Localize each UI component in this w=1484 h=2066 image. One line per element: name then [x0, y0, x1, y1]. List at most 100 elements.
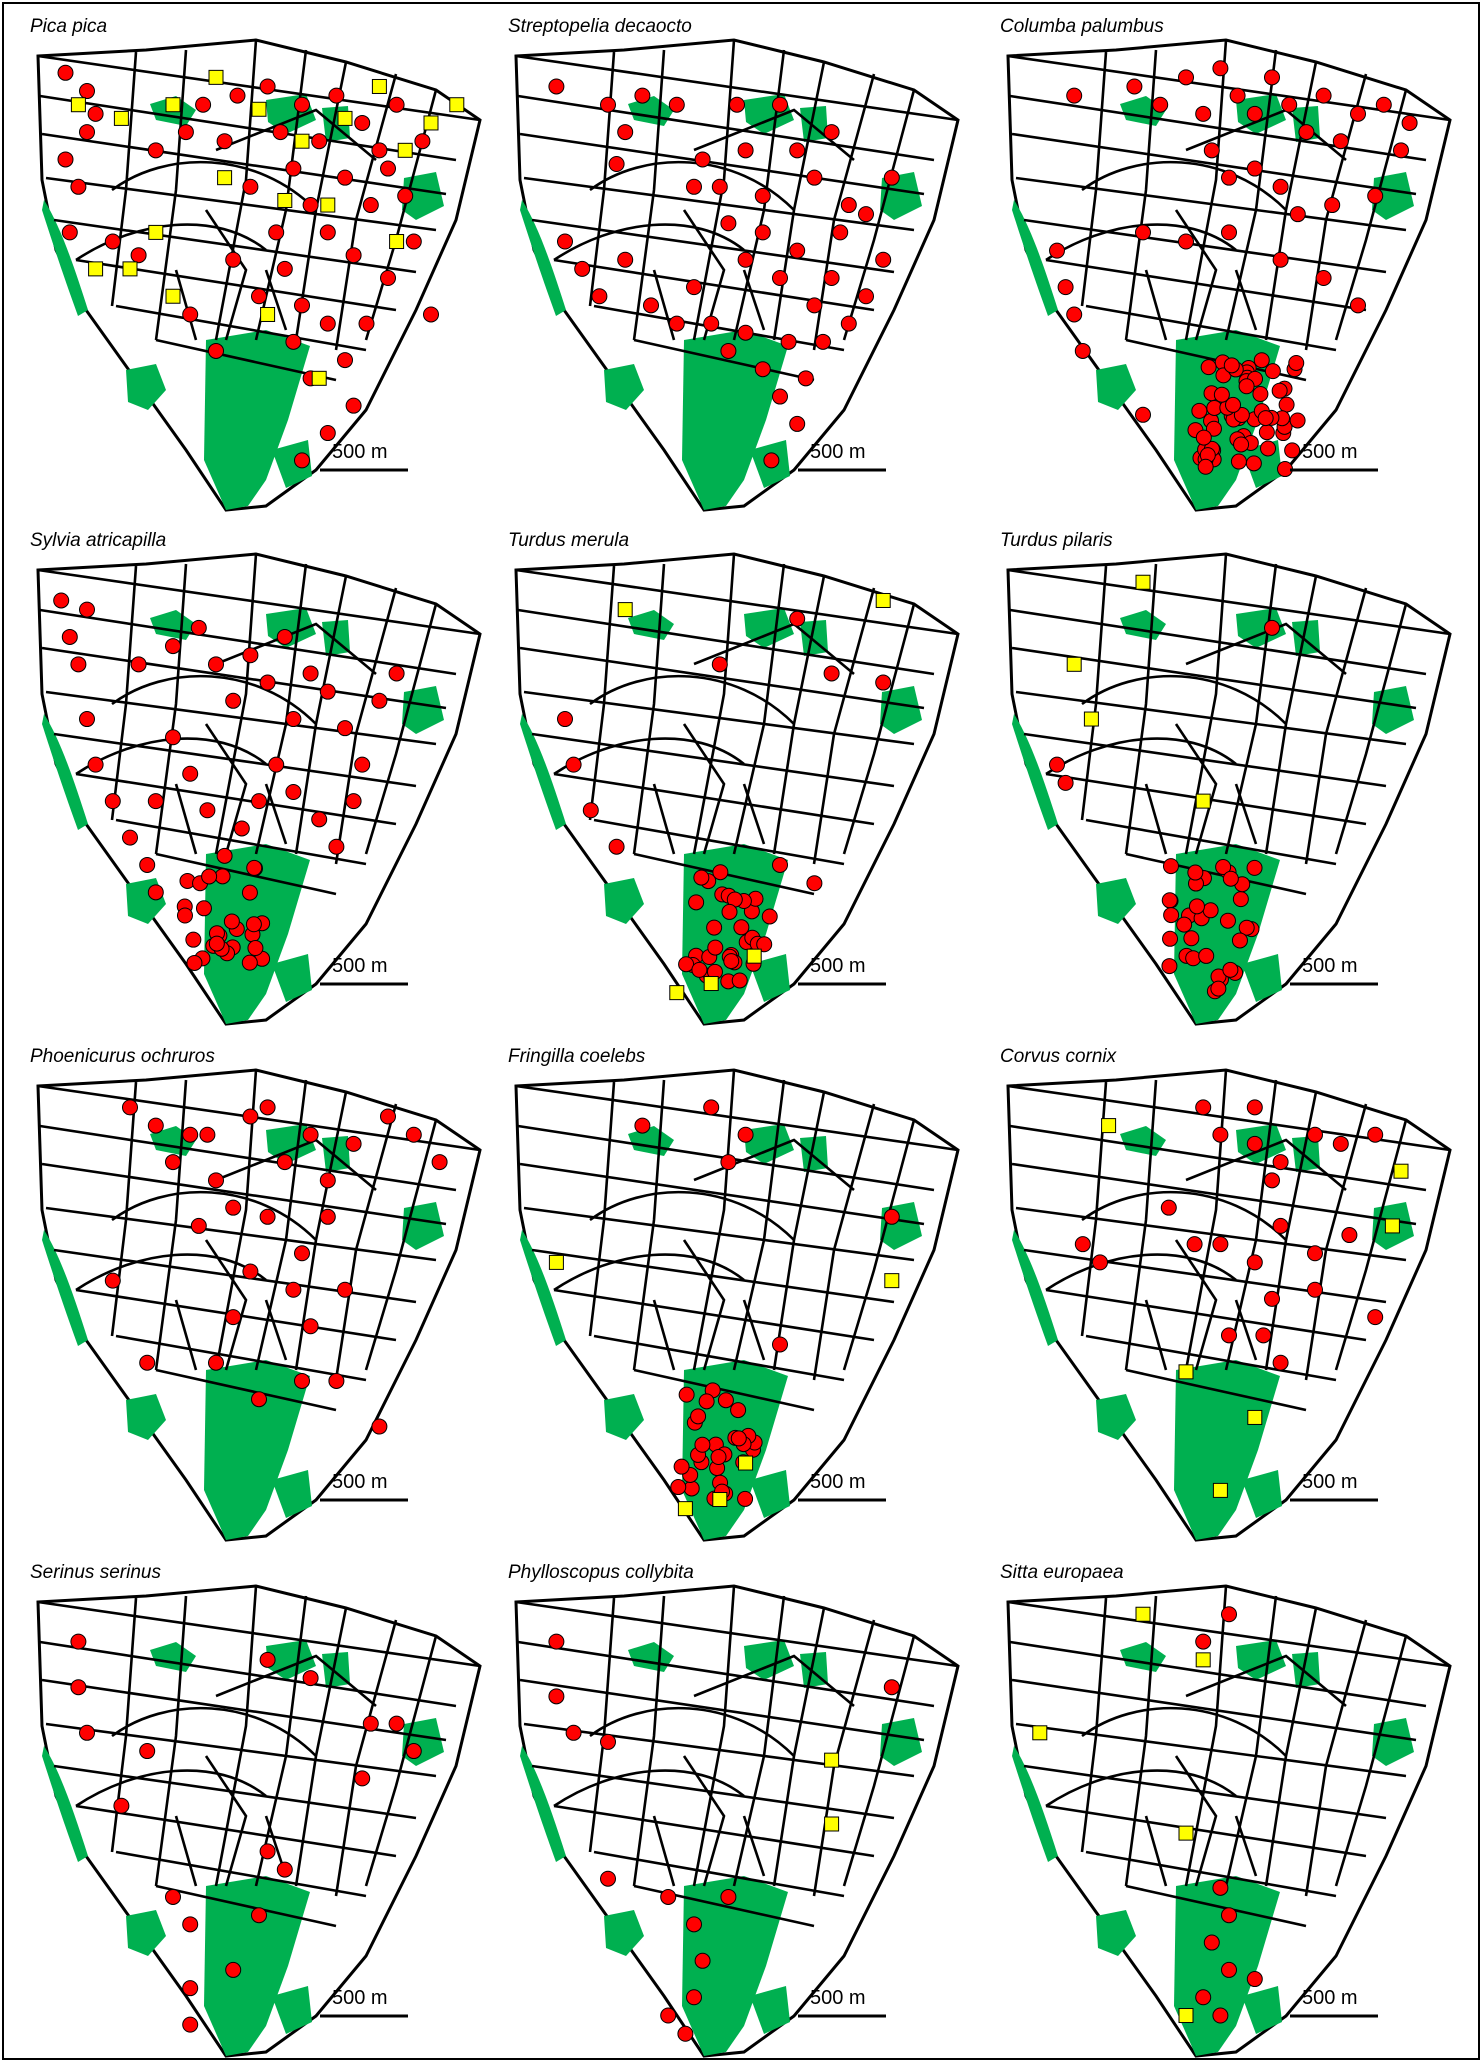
sighting-circle [388, 1715, 405, 1732]
sighting-square [1195, 1652, 1211, 1668]
sighting-circle [1257, 410, 1274, 427]
road [593, 818, 845, 866]
sighting-circle [1203, 142, 1220, 159]
road [41, 1678, 447, 1742]
road [732, 1079, 786, 1371]
road [334, 587, 398, 865]
sighting-circle [345, 397, 362, 414]
sighting-circle [1307, 1281, 1323, 1298]
sighting-circle [319, 224, 336, 241]
sighting-circle [1233, 406, 1250, 423]
sighting-circle [195, 900, 212, 917]
sighting-circle [405, 1743, 422, 1760]
road [1023, 732, 1387, 788]
road [1023, 218, 1387, 274]
road [515, 54, 959, 122]
sighting-square [824, 1816, 840, 1832]
sighting-square [371, 78, 387, 94]
road [154, 1079, 188, 1371]
sighting-circle [691, 961, 708, 978]
road [589, 674, 795, 725]
road [334, 73, 398, 351]
road [41, 132, 447, 196]
sighting-circle [1135, 224, 1151, 241]
road [1144, 1815, 1168, 1887]
green-area [402, 172, 444, 220]
sighting-circle [688, 894, 705, 911]
map-svg: 500 m [1006, 38, 1452, 512]
map-svg: 500 m [36, 1068, 482, 1542]
sighting-circle [634, 1117, 651, 1134]
green-area [604, 1394, 644, 1440]
map-panel: 500 m Sylvia atricapilla [16, 524, 486, 1034]
sighting-square [703, 976, 719, 992]
sighting-circle [311, 811, 328, 828]
sighting-square [1247, 1409, 1263, 1425]
road [842, 603, 916, 855]
species-name: Serinus serinus [30, 1562, 161, 1583]
road [1234, 269, 1258, 331]
map-svg: 500 m [1006, 1068, 1452, 1542]
road [264, 783, 288, 845]
species-name: Sitta europaea [1000, 1562, 1124, 1583]
road [1184, 39, 1228, 341]
road [1234, 1299, 1258, 1361]
sighting-circle [241, 954, 258, 971]
sighting-circle [225, 1309, 242, 1326]
sighting-circle [199, 1126, 216, 1143]
road [692, 1069, 736, 1371]
road [115, 304, 367, 352]
sighting-circle [875, 674, 892, 691]
road [254, 1595, 308, 1887]
sighting-circle [1221, 169, 1237, 186]
sighting-circle [1212, 2007, 1229, 2024]
sighting-circle [1222, 870, 1239, 887]
road [589, 1190, 795, 1241]
map-svg: 500 m [36, 38, 482, 512]
sighting-circle [276, 260, 293, 277]
map-panel: 500 m Sitta europaea [986, 1556, 1456, 2066]
green-area [1096, 364, 1136, 410]
sighting-circle [1191, 402, 1208, 419]
sighting-circle [182, 2016, 199, 2033]
sighting-circle [806, 169, 823, 186]
road [742, 783, 766, 845]
sighting-circle [694, 1436, 711, 1453]
road [588, 1081, 616, 1337]
sighting-circle [139, 1743, 156, 1760]
sighting-circle [1233, 436, 1250, 453]
road [1174, 723, 1218, 855]
sighting-circle [677, 2025, 694, 2042]
sighting-circle [1066, 87, 1083, 104]
road [1080, 51, 1108, 307]
sighting-circle [1246, 1254, 1263, 1271]
road [1185, 1138, 1347, 1191]
sighting-square [217, 170, 233, 186]
sighting-square [165, 97, 181, 113]
sighting-circle [1185, 950, 1202, 967]
sighting-circle [600, 1870, 616, 1887]
sighting-circle [165, 1888, 181, 1905]
green-area [520, 1230, 566, 1346]
road [517, 1640, 935, 1708]
road [110, 565, 138, 821]
sighting-circle [797, 370, 814, 387]
sighting-circle [1367, 1126, 1384, 1143]
sighting-circle [251, 288, 267, 305]
sighting-circle [694, 151, 711, 168]
sighting-circle [686, 1989, 702, 2006]
sighting-circle [772, 388, 788, 405]
sighting-circle [1238, 378, 1255, 395]
sighting-circle [600, 1733, 616, 1750]
sighting-circle [1221, 1961, 1237, 1978]
sighting-square [1101, 1118, 1117, 1134]
sighting-circle [840, 315, 857, 332]
sighting-circle [259, 674, 276, 691]
road [1045, 737, 1237, 776]
sighting-circle [1057, 279, 1074, 296]
sighting-circle [756, 936, 773, 953]
road [334, 1619, 398, 1897]
sighting-circle [737, 251, 754, 268]
sighting-circle [723, 953, 740, 970]
scale-label: 500 m [332, 441, 388, 463]
